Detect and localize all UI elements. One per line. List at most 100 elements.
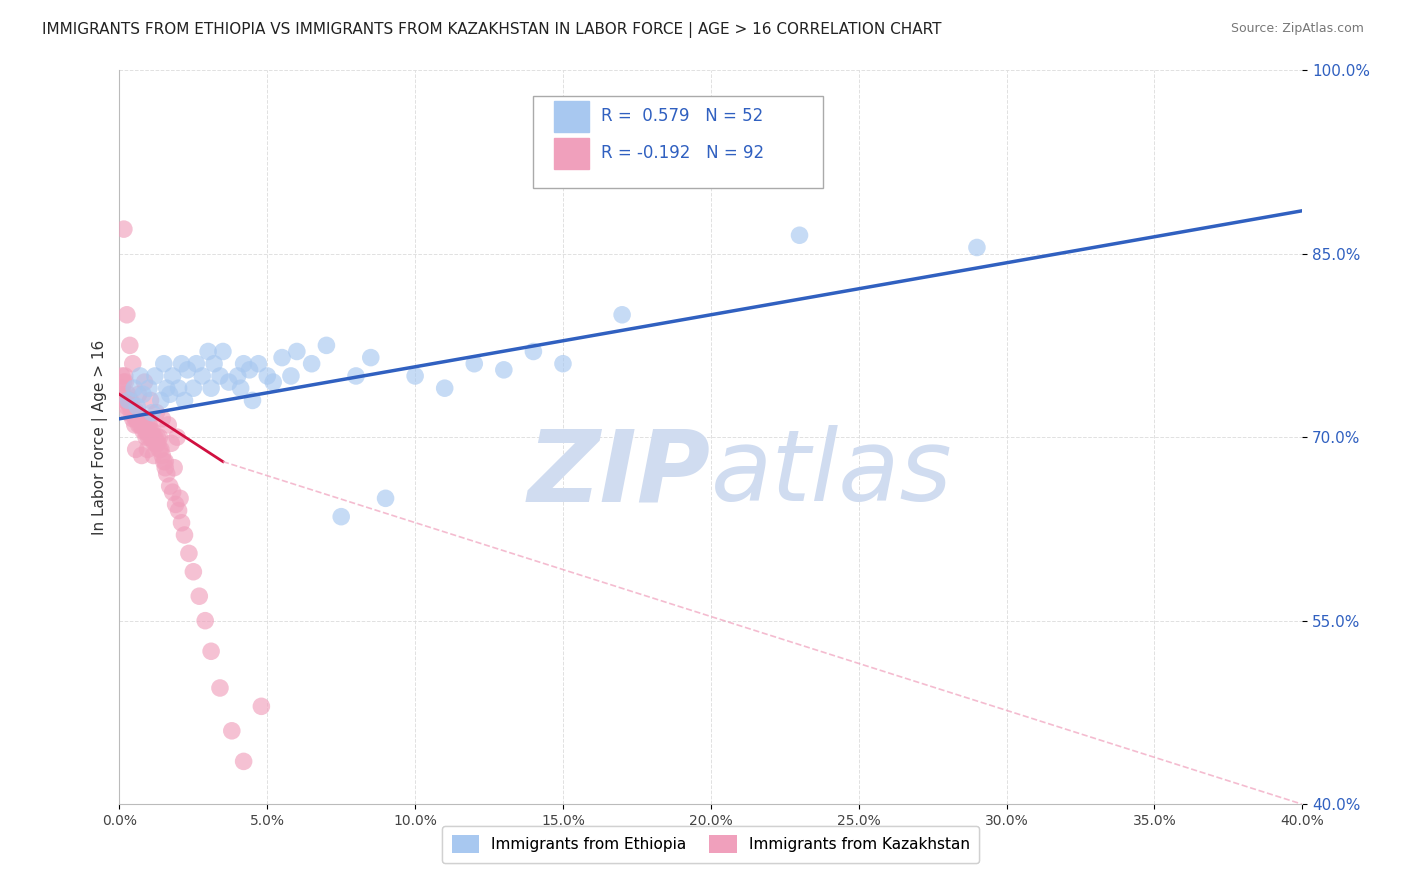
- Point: [226, 368, 249, 383]
- Point: [127, 400, 149, 414]
- Point: [232, 357, 254, 371]
- Point: [238, 363, 260, 377]
- Point: [280, 368, 302, 383]
- Legend: Immigrants from Ethiopia, Immigrants from Kazakhstan: Immigrants from Ethiopia, Immigrants fro…: [443, 826, 980, 863]
- Point: [138, 424, 160, 438]
- Point: [191, 368, 214, 383]
- Point: [149, 393, 172, 408]
- Point: [120, 400, 142, 414]
- Point: [115, 393, 138, 408]
- Point: [124, 417, 146, 432]
- Point: [122, 381, 145, 395]
- Point: [148, 442, 170, 457]
- Point: [134, 375, 156, 389]
- Point: [163, 460, 186, 475]
- Point: [162, 368, 184, 383]
- Point: [143, 436, 166, 450]
- Point: [122, 400, 145, 414]
- Point: [114, 375, 136, 389]
- Point: [125, 406, 148, 420]
- Point: [150, 449, 173, 463]
- Point: [115, 308, 138, 322]
- Text: ZIP: ZIP: [527, 425, 711, 523]
- Text: atlas: atlas: [711, 425, 952, 523]
- Point: [141, 430, 163, 444]
- Point: [112, 393, 135, 408]
- Point: [200, 644, 222, 658]
- Point: [145, 406, 167, 420]
- Point: [118, 393, 141, 408]
- Point: [152, 357, 174, 371]
- Point: [232, 755, 254, 769]
- Point: [146, 430, 169, 444]
- Point: [167, 503, 190, 517]
- Point: [173, 528, 195, 542]
- Point: [132, 424, 155, 438]
- Bar: [554, 101, 589, 131]
- Point: [156, 381, 179, 395]
- Point: [173, 393, 195, 408]
- FancyBboxPatch shape: [533, 95, 823, 187]
- Point: [132, 387, 155, 401]
- Point: [131, 411, 153, 425]
- Point: [262, 375, 284, 389]
- Point: [218, 375, 240, 389]
- Point: [141, 424, 163, 438]
- Point: [256, 368, 278, 383]
- Point: [120, 406, 142, 420]
- Point: [143, 368, 166, 383]
- Point: [285, 344, 308, 359]
- Point: [186, 357, 208, 371]
- Point: [114, 368, 136, 383]
- Point: [177, 546, 200, 560]
- Point: [120, 393, 142, 408]
- Point: [170, 357, 193, 371]
- Point: [142, 449, 165, 463]
- Point: [165, 498, 187, 512]
- Point: [176, 363, 198, 377]
- Point: [111, 387, 134, 401]
- Point: [162, 485, 184, 500]
- Point: [129, 417, 152, 432]
- Point: [330, 509, 353, 524]
- Point: [128, 387, 150, 401]
- Point: [145, 436, 167, 450]
- Point: [121, 411, 143, 425]
- Point: [131, 417, 153, 432]
- Text: Source: ZipAtlas.com: Source: ZipAtlas.com: [1230, 22, 1364, 36]
- Point: [139, 430, 162, 444]
- Point: [160, 436, 183, 450]
- Point: [315, 338, 337, 352]
- Point: [159, 479, 181, 493]
- Point: [131, 449, 153, 463]
- Point: [155, 455, 177, 469]
- Point: [146, 436, 169, 450]
- Point: [115, 400, 138, 414]
- Point: [138, 430, 160, 444]
- Point: [229, 381, 252, 395]
- Point: [789, 228, 811, 243]
- Point: [121, 357, 143, 371]
- Point: [374, 491, 396, 506]
- Point: [132, 417, 155, 432]
- Point: [112, 222, 135, 236]
- Point: [183, 565, 205, 579]
- Point: [121, 400, 143, 414]
- Point: [127, 411, 149, 425]
- Point: [148, 430, 170, 444]
- Point: [127, 406, 149, 420]
- Point: [463, 357, 485, 371]
- Point: [149, 442, 172, 457]
- Point: [247, 357, 270, 371]
- Point: [197, 344, 219, 359]
- Point: [135, 430, 157, 444]
- Point: [522, 344, 544, 359]
- Point: [143, 430, 166, 444]
- Point: [112, 375, 135, 389]
- Point: [141, 406, 163, 420]
- Point: [159, 387, 181, 401]
- Y-axis label: In Labor Force | Age > 16: In Labor Force | Age > 16: [93, 340, 108, 535]
- Point: [139, 393, 162, 408]
- Point: [492, 363, 515, 377]
- Point: [136, 442, 159, 457]
